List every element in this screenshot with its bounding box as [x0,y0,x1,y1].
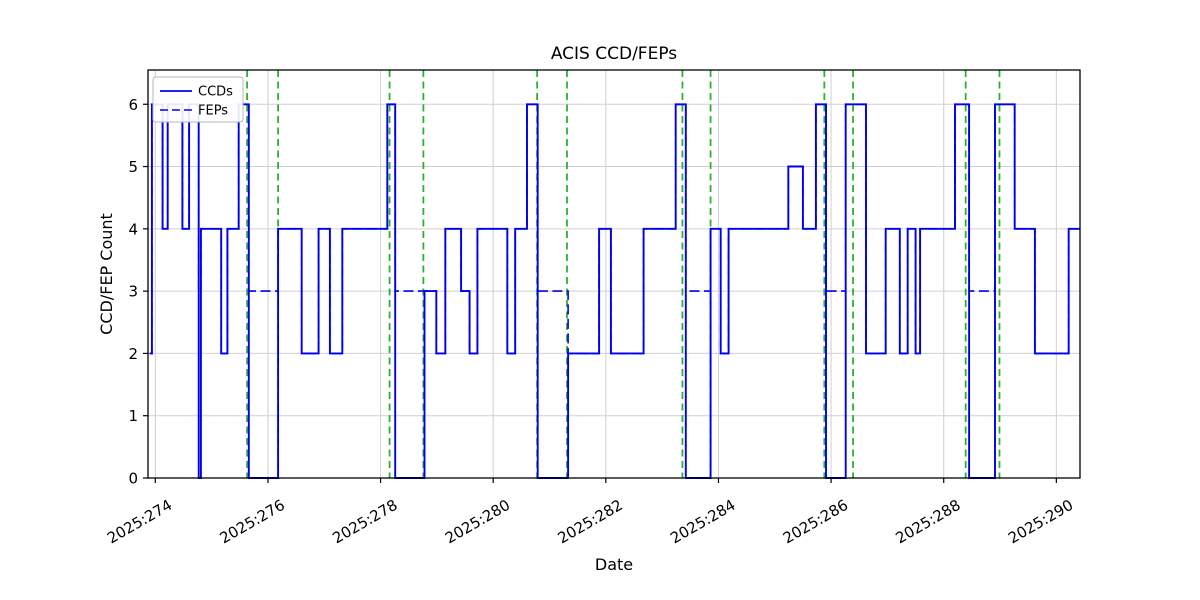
y-tick-label: 0 [128,470,138,488]
chart-title: ACIS CCD/FEPs [551,44,677,64]
x-tick-label: 2025:290 [1005,496,1076,548]
x-tick-label: 2025:274 [104,496,175,548]
x-tick-label: 2025:276 [217,496,288,548]
x-tick-label: 2025:278 [329,496,400,548]
x-tick-label: 2025:282 [555,496,626,548]
y-tick-label: 4 [128,220,138,238]
x-axis-label: Date [595,555,633,574]
y-tick-label: 1 [128,407,138,425]
x-tick-label: 2025:288 [892,496,963,548]
ccds-step-line [149,103,1080,479]
y-axis-label: CCD/FEP Count [97,213,116,335]
x-tick-label: 2025:280 [442,496,513,548]
plot-area: 2025:274 2025:276 2025:278 2025:280 2025:282… [104,69,1081,548]
x-tick-label: 2025:284 [667,496,738,548]
legend-label-ccds: CCDs [198,85,233,100]
axes-frame [147,69,1081,479]
y-tick-label: 3 [128,283,138,301]
legend: CCDs FEPs [152,76,244,123]
legend-label-feps: FEPs [198,104,228,119]
y-tick-label: 6 [128,96,138,114]
y-tick-label: 2 [128,345,138,363]
y-tick-label: 5 [128,158,138,176]
x-tick-label: 2025:286 [780,496,851,548]
